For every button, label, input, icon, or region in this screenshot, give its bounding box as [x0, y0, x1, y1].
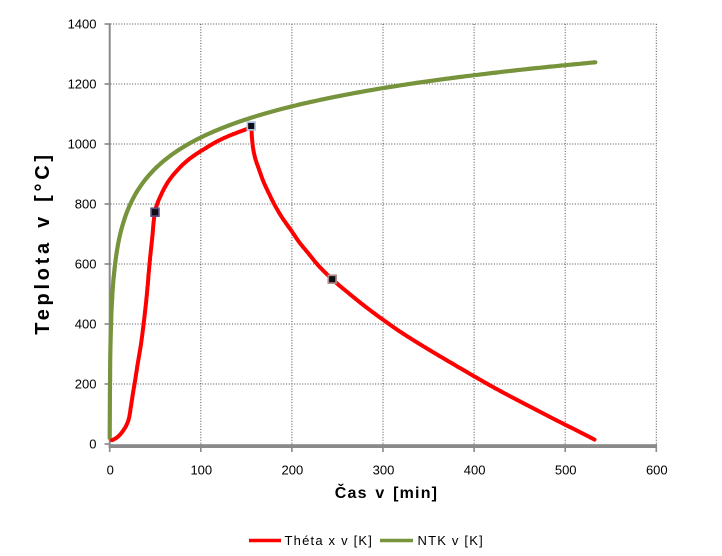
svg-text:1000: 1000 — [68, 136, 97, 151]
svg-text:500: 500 — [555, 463, 577, 478]
svg-text:1200: 1200 — [68, 76, 97, 91]
svg-text:0: 0 — [89, 436, 96, 451]
svg-text:200: 200 — [75, 376, 97, 391]
svg-text:Teplota v [°C]: Teplota v [°C] — [32, 151, 54, 334]
svg-text:100: 100 — [190, 463, 212, 478]
svg-text:200: 200 — [282, 463, 304, 478]
svg-text:NTK v [K]: NTK v [K] — [418, 533, 484, 548]
svg-text:400: 400 — [464, 463, 486, 478]
svg-text:400: 400 — [75, 316, 97, 331]
svg-text:800: 800 — [75, 196, 97, 211]
svg-text:1400: 1400 — [68, 16, 97, 31]
svg-text:0: 0 — [107, 463, 114, 478]
svg-text:600: 600 — [75, 256, 97, 271]
svg-text:Théta x v [K]: Théta x v [K] — [285, 533, 374, 548]
svg-text:Čas v [min]: Čas v [min] — [335, 483, 438, 502]
svg-text:600: 600 — [646, 463, 668, 478]
svg-text:300: 300 — [373, 463, 395, 478]
